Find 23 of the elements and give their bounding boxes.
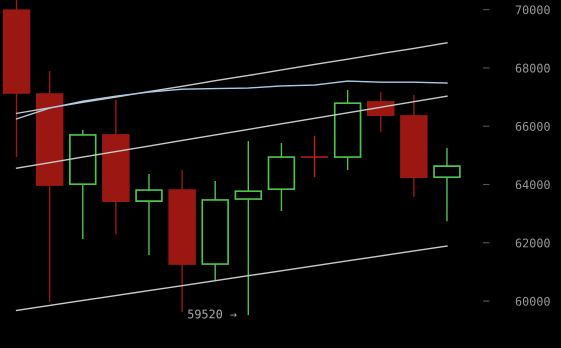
candlestick: [433, 147, 461, 222]
y-tick-label: 66000: [516, 122, 550, 131]
candlestick: [201, 180, 229, 281]
candlestick: [135, 173, 163, 256]
line-series: [16, 42, 448, 114]
y-tick-label: 62000: [516, 238, 550, 248]
y-tick-label: 70000: [516, 5, 550, 14]
candlestick: [334, 89, 362, 171]
candlestick: [36, 70, 64, 303]
candlestick: [400, 94, 428, 198]
candlestick: [2, 0, 30, 158]
candlestick: [366, 91, 394, 133]
line-series: [16, 95, 448, 169]
line-series: [16, 245, 448, 312]
candlestick: [268, 142, 296, 212]
candlestick: [300, 135, 328, 178]
annotation: 59520 →: [188, 310, 237, 318]
y-tick-label: 68000: [516, 64, 550, 73]
candlestick: [234, 140, 262, 316]
y-tick-label: 60000: [516, 296, 550, 306]
line-series: [16, 80, 448, 120]
candlestick: [102, 99, 130, 235]
y-tick-label: 64000: [516, 180, 550, 190]
